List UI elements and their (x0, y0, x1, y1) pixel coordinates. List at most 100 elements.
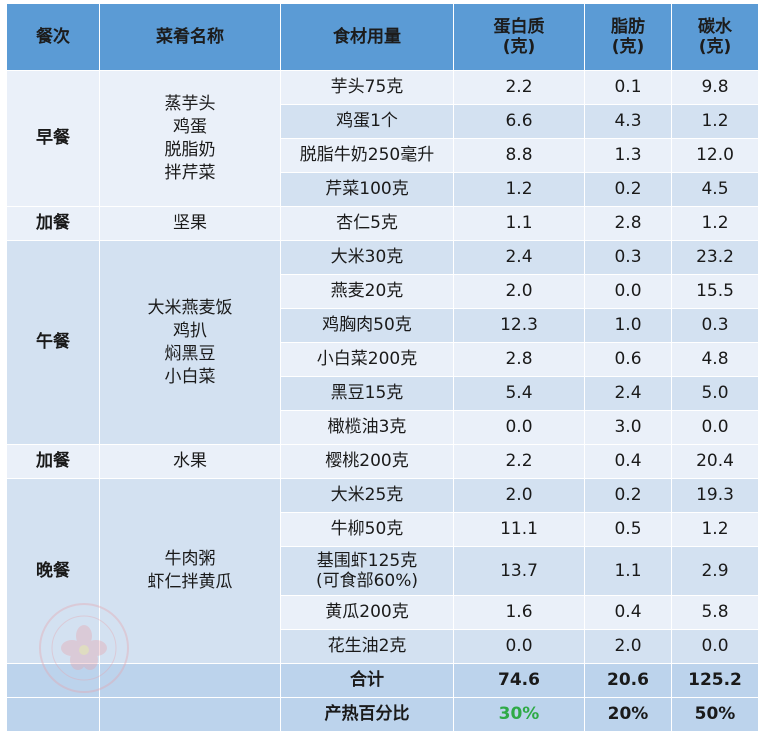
fat-cell: 0.3 (584, 240, 672, 275)
carb-cell: 12.0 (671, 138, 759, 173)
fat-cell: 0.2 (584, 478, 672, 513)
carb-cell: 1.2 (671, 206, 759, 241)
ratio-label: 产热百分比 (280, 697, 454, 732)
ingredient-cell: 芹菜100克 (280, 172, 454, 207)
fat-cell: 0.1 (584, 70, 672, 105)
ingredient-cell: 鸡蛋1个 (280, 104, 454, 139)
ratio-blank-2 (99, 697, 281, 732)
meal-dinner: 晚餐 (6, 478, 100, 664)
protein-cell: 2.2 (453, 70, 585, 105)
header-protein: 蛋白质 (克) (453, 3, 585, 71)
protein-cell: 2.8 (453, 342, 585, 377)
fat-cell: 0.4 (584, 444, 672, 479)
protein-cell: 0.0 (453, 410, 585, 445)
ingredient-cell: 大米25克 (280, 478, 454, 513)
ingredient-cell: 鸡胸肉50克 (280, 308, 454, 343)
header-dish: 菜肴名称 (99, 3, 281, 71)
fat-cell: 3.0 (584, 410, 672, 445)
meal-breakfast: 早餐 (6, 70, 100, 207)
total-row: 合计 74.6 20.6 125.2 (6, 663, 759, 698)
protein-cell: 11.1 (453, 512, 585, 547)
dish-snack-2: 水果 (99, 444, 281, 479)
carb-cell: 4.5 (671, 172, 759, 207)
protein-cell: 6.6 (453, 104, 585, 139)
header-ingredient: 食材用量 (280, 3, 454, 71)
dish-lunch: 大米燕麦饭 鸡扒 焖黑豆 小白菜 (99, 240, 281, 445)
fat-cell: 2.0 (584, 629, 672, 664)
ingredient-cell: 燕麦20克 (280, 274, 454, 309)
header-fat: 脂肪 (克) (584, 3, 672, 71)
fat-cell: 0.0 (584, 274, 672, 309)
table-row: 加餐 水果 樱桃200克 2.2 0.4 20.4 (6, 444, 759, 479)
table-row: 小白菜200克 2.8 0.6 4.8 (7, 342, 759, 377)
carb-cell: 19.3 (671, 478, 759, 513)
protein-cell: 2.4 (453, 240, 585, 275)
carb-cell: 5.8 (671, 595, 759, 630)
table-row: 芹菜100克 1.2 0.2 4.5 (7, 172, 759, 207)
protein-cell: 2.0 (453, 478, 585, 513)
ratio-carb: 50% (671, 697, 759, 732)
carb-cell: 23.2 (671, 240, 759, 275)
protein-cell: 12.3 (453, 308, 585, 343)
protein-cell: 2.2 (453, 444, 585, 479)
fat-cell: 0.2 (584, 172, 672, 207)
protein-cell: 5.4 (453, 376, 585, 411)
ingredient-cell: 大米30克 (280, 240, 454, 275)
table-row: 基围虾125克 (可食部60%) 13.7 1.1 2.9 (7, 546, 759, 596)
carb-cell: 0.0 (671, 629, 759, 664)
carb-cell: 4.8 (671, 342, 759, 377)
fat-cell: 0.6 (584, 342, 672, 377)
fat-cell: 2.4 (584, 376, 672, 411)
table-row: 早餐 蒸芋头 鸡蛋 脱脂奶 拌芹菜 芋头75克 2.2 0.1 9.8 (6, 70, 759, 207)
fat-cell: 1.0 (584, 308, 672, 343)
meal-snack-2: 加餐 (6, 444, 100, 479)
carb-cell: 2.9 (671, 546, 759, 596)
total-protein: 74.6 (453, 663, 585, 698)
ratio-blank (6, 697, 100, 732)
table-row: 燕麦20克 2.0 0.0 15.5 (7, 274, 759, 309)
protein-cell: 1.1 (453, 206, 585, 241)
protein-cell: 2.0 (453, 274, 585, 309)
carb-cell: 15.5 (671, 274, 759, 309)
ingredient-cell: 黑豆15克 (280, 376, 454, 411)
table-row: 脱脂牛奶250毫升 8.8 1.3 12.0 (7, 138, 759, 173)
header-row: 餐次 菜肴名称 食材用量 蛋白质 (克) 脂肪 (克) 碳水 (克) (6, 3, 759, 71)
ingredient-cell: 小白菜200克 (280, 342, 454, 377)
fat-cell: 2.8 (584, 206, 672, 241)
ingredient-cell: 牛柳50克 (280, 512, 454, 547)
header-carb: 碳水 (克) (671, 3, 759, 71)
ingredient-cell: 脱脂牛奶250毫升 (280, 138, 454, 173)
ingredient-cell: 花生油2克 (280, 629, 454, 664)
total-label: 合计 (280, 663, 454, 698)
ingredient-cell: 杏仁5克 (280, 206, 454, 241)
dish-snack-1: 坚果 (99, 206, 281, 241)
carb-cell: 5.0 (671, 376, 759, 411)
dish-breakfast: 蒸芋头 鸡蛋 脱脂奶 拌芹菜 (99, 70, 281, 207)
meal-lunch: 午餐 (6, 240, 100, 445)
dish-dinner: 牛肉粥 虾仁拌黄瓜 (99, 478, 281, 664)
fat-cell: 1.3 (584, 138, 672, 173)
table-row: 晚餐 牛肉粥 虾仁拌黄瓜 大米25克 2.0 0.2 19.3 (6, 478, 759, 664)
table-row: 黑豆15克 5.4 2.4 5.0 (7, 376, 759, 411)
protein-cell: 8.8 (453, 138, 585, 173)
ingredient-cell: 樱桃200克 (280, 444, 454, 479)
carb-cell: 1.2 (671, 104, 759, 139)
ingredient-cell: 橄榄油3克 (280, 410, 454, 445)
table-row: 加餐 坚果 杏仁5克 1.1 2.8 1.2 (6, 206, 759, 241)
table-row: 花生油2克 0.0 2.0 0.0 (7, 629, 759, 664)
table-row: 牛柳50克 11.1 0.5 1.2 (7, 512, 759, 547)
total-blank (6, 663, 100, 698)
table-row: 橄榄油3克 0.0 3.0 0.0 (7, 410, 759, 445)
ratio-row: 产热百分比 30% 20% 50% (6, 697, 759, 732)
total-fat: 20.6 (584, 663, 672, 698)
protein-cell: 1.2 (453, 172, 585, 207)
total-blank-2 (99, 663, 281, 698)
carb-cell: 20.4 (671, 444, 759, 479)
fat-cell: 4.3 (584, 104, 672, 139)
ingredient-cell: 黄瓜200克 (280, 595, 454, 630)
table-row: 午餐 大米燕麦饭 鸡扒 焖黑豆 小白菜 大米30克 2.4 0.3 23.2 (6, 240, 759, 445)
carb-cell: 0.0 (671, 410, 759, 445)
header-meal: 餐次 (6, 3, 100, 71)
meal-snack-1: 加餐 (6, 206, 100, 241)
